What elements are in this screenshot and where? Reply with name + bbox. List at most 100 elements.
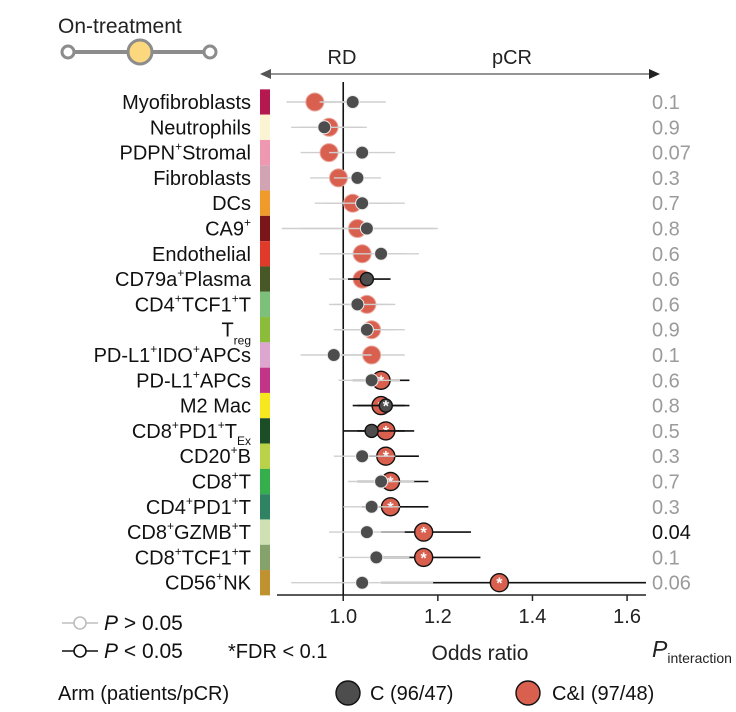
row-label-suffix: B [238, 446, 251, 468]
row-label-suffix: Plasma [184, 269, 252, 291]
row-p-value: 0.5 [652, 421, 680, 443]
row-p-value: 0.3 [652, 497, 680, 519]
p-interaction-header: Pinteraction [652, 636, 732, 666]
row-color-swatch [260, 114, 270, 140]
legend-sig-p: P [104, 640, 118, 663]
row-label-suffix2-sub: Ex [237, 434, 251, 448]
row-label-main: DCs [212, 193, 251, 215]
row-2: PDPN+Stromal 0.07 [120, 140, 691, 166]
row-color-swatch [260, 89, 270, 115]
c-point [355, 196, 370, 211]
ci-fdr-star: * [383, 449, 390, 466]
row-p-value: 0.7 [652, 193, 680, 215]
row-9: Treg 0.9 [221, 317, 680, 348]
row-label-sup: + [231, 443, 238, 457]
row-label: CD8+PD1+TEx [132, 418, 251, 448]
ci-point [413, 547, 434, 568]
c-point [355, 145, 370, 160]
ci-fdr-star: * [383, 424, 390, 441]
row-14: CD20+B * 0.3 [180, 443, 680, 469]
ci-point [413, 522, 434, 542]
row-label-suffix2: APCs [200, 345, 251, 367]
row-label-suffix2: T [239, 522, 251, 544]
row-label-sup: + [150, 342, 157, 356]
row-p-value: 0.6 [652, 269, 680, 291]
row-label-suffix: TCF1 [182, 547, 232, 569]
ci-fdr-star: * [387, 475, 394, 492]
c-point [355, 449, 370, 464]
row-label-main: PD-L1 [136, 370, 193, 392]
c-point [359, 221, 374, 236]
c-point [355, 575, 370, 590]
row-label-suffix-sup: + [218, 418, 225, 432]
row-label-main: CD8 [192, 472, 232, 494]
row-label-suffix2: T [239, 294, 251, 316]
row-label: DCs [212, 193, 251, 215]
row-label-suffix: APCs [200, 370, 251, 392]
row-label-sup: + [172, 418, 179, 432]
legend-sig-label: P < 0.05 [104, 640, 183, 663]
header-group: On-treatment RD pCR [58, 15, 660, 79]
c-point [359, 525, 374, 540]
row-label-suffix: TCF1 [182, 294, 232, 316]
row-color-swatch [260, 291, 270, 318]
row-label-main: CA9 [205, 219, 244, 241]
row-10: PD-L1+IDO+APCs 0.1 [94, 342, 680, 368]
row-label: CD4+PD1+T [146, 494, 251, 519]
c-point [345, 95, 360, 109]
c-point [359, 271, 375, 287]
legend-sig-circle [73, 644, 87, 658]
row-color-swatch [260, 266, 270, 292]
row-p-value: 0.9 [652, 320, 680, 342]
row-19: CD56+NK * 0.06 [165, 570, 691, 596]
row-18: CD8+TCF1+T * 0.1 [135, 544, 680, 571]
row-label-main: CD4 [146, 497, 186, 519]
row-color-swatch [260, 494, 270, 520]
row-p-value: 0.07 [652, 143, 691, 165]
direction-arrow-left-head [260, 69, 271, 79]
row-label: Neutrophils [150, 117, 251, 139]
row-label-suffix: IDO [157, 345, 193, 367]
row-label-main: CD8 [135, 547, 175, 569]
row-label: CD8+T [192, 469, 251, 494]
row-0: Myofibroblasts 0.1 [122, 89, 680, 115]
row-color-swatch [260, 215, 270, 242]
row-label: CD56+NK [165, 570, 252, 595]
x-tick-label: 1.0 [329, 606, 357, 628]
legend-arm-label: C (96/47) [370, 683, 453, 705]
row-label: CD8+TCF1+T [135, 544, 251, 569]
row-6: Endothelial 0.6 [152, 241, 680, 267]
row-label-sup: + [177, 266, 184, 280]
row-label-main: CD8 [127, 522, 167, 544]
row-label-main: CD8 [132, 421, 172, 443]
legend-arm-swatch [335, 680, 361, 706]
row-label-suffix2: T [239, 547, 251, 569]
row-label-main: CD56 [165, 573, 216, 595]
row-p-value: 0.6 [652, 370, 680, 392]
row-16: CD4+PD1+T * 0.3 [146, 494, 680, 520]
row-label-suffix-sup: + [193, 342, 200, 356]
row-color-swatch [260, 367, 270, 393]
row-label-sup: + [193, 367, 200, 381]
c-point [359, 322, 374, 337]
row-label-suffix-sup: + [232, 291, 239, 305]
timepoint-label: On-treatment [58, 15, 182, 38]
timepoint-post-dot [202, 44, 218, 60]
legend-fdr-note: *FDR < 0.1 [228, 641, 327, 663]
row-label-sup: + [232, 469, 239, 483]
row-p-value: 0.6 [652, 244, 680, 266]
row-label-suffix: PD1 [193, 497, 232, 519]
row-label: PDPN+Stromal [120, 140, 252, 165]
row-color-swatch [260, 392, 270, 419]
row-7: CD79a+Plasma 0.6 [115, 266, 680, 292]
row-label-suffix: T [239, 472, 251, 494]
legend-arm-swatch [515, 680, 541, 706]
row-5: CA9+ 0.8 [205, 216, 680, 242]
ci-fdr-star: * [378, 373, 385, 390]
row-color-swatch [260, 190, 270, 216]
row-label-sup: + [175, 140, 182, 154]
legend-arm-label: C&I (97/48) [552, 683, 654, 705]
row-label-main: Myofibroblasts [122, 92, 251, 114]
